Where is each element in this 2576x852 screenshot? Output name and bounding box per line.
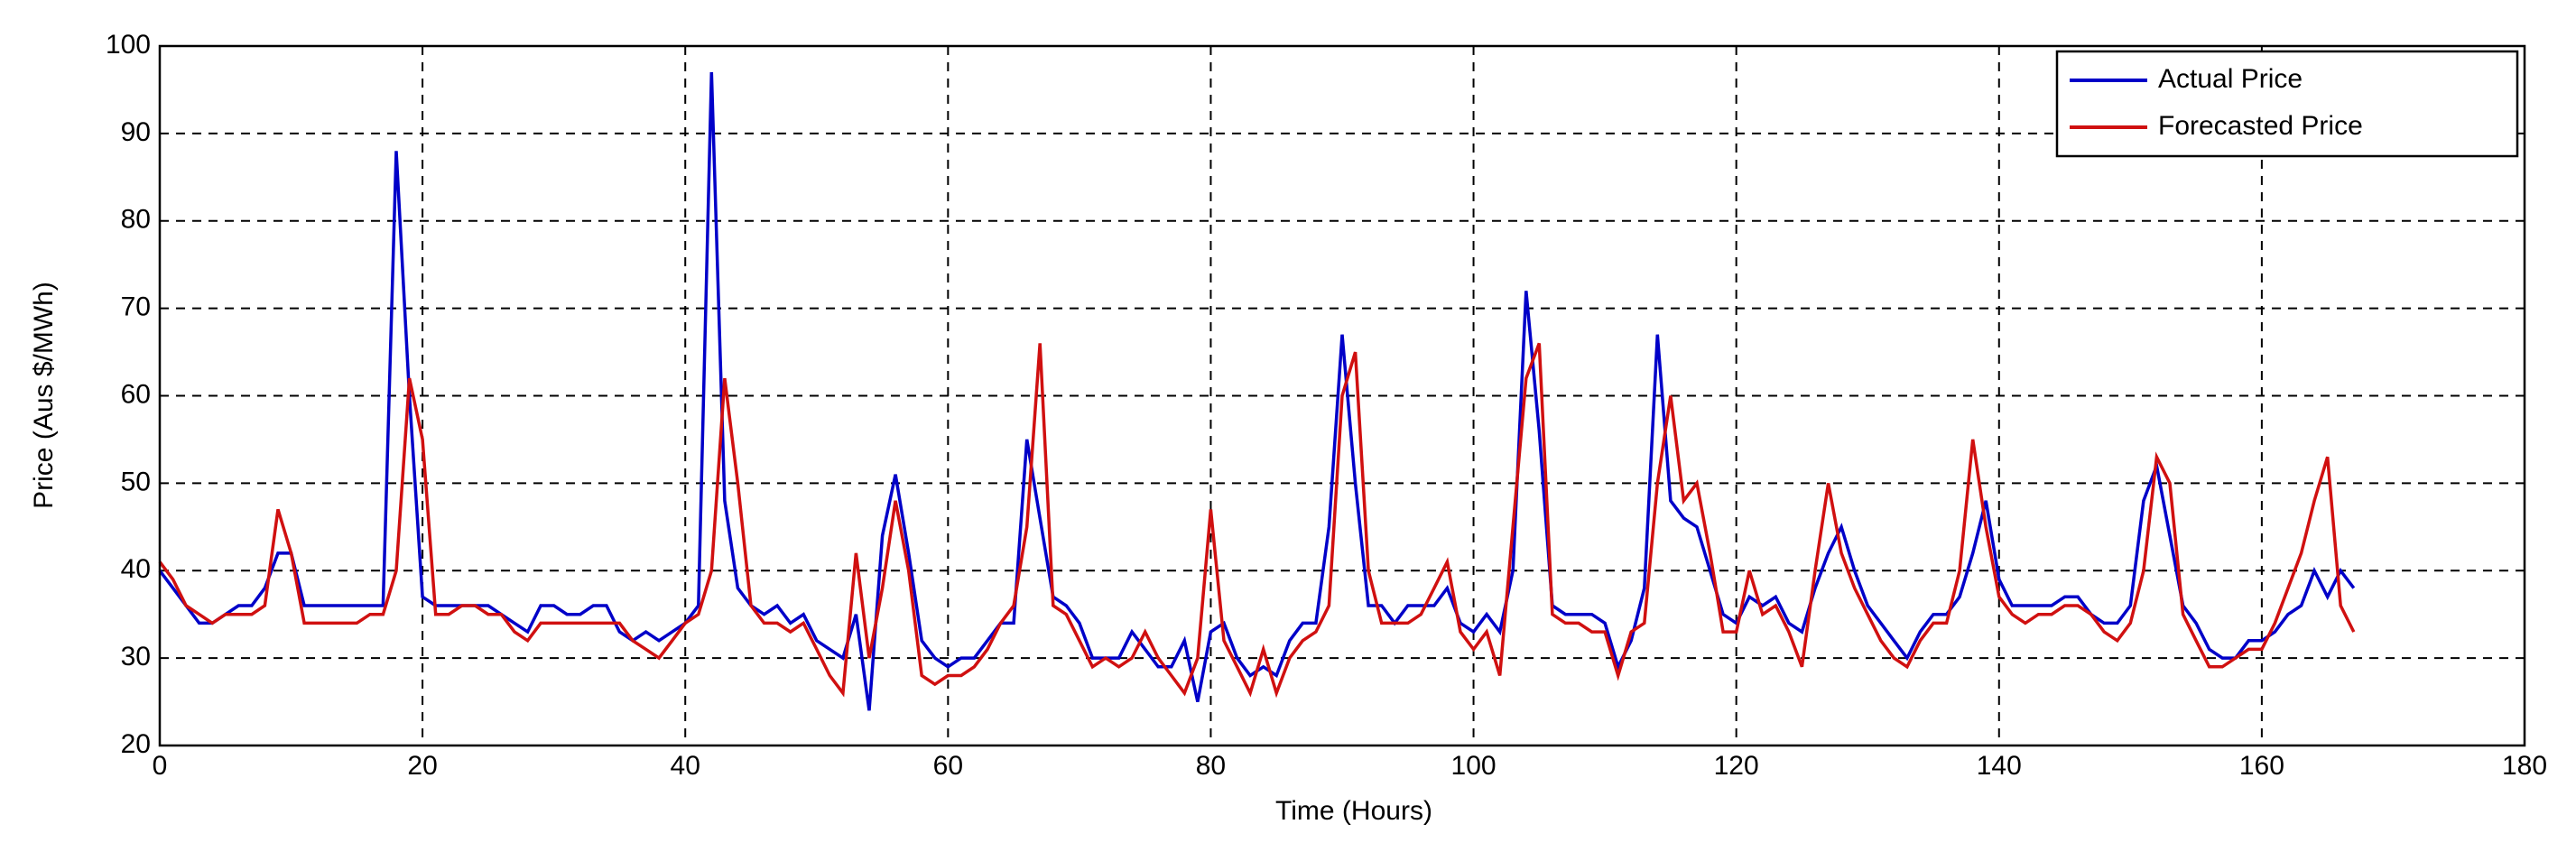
y-tick-label: 20 xyxy=(121,729,151,759)
x-tick-label: 60 xyxy=(933,751,963,781)
x-tick-label: 20 xyxy=(407,751,437,781)
legend-label: Forecasted Price xyxy=(2158,111,2363,141)
plot-frame xyxy=(158,44,2526,747)
x-tick-label: 160 xyxy=(2239,751,2284,781)
x-tick-label: 40 xyxy=(671,751,700,781)
y-tick-label: 50 xyxy=(121,467,151,496)
x-axis-label: Time (Hours) xyxy=(1275,796,1432,826)
y-axis-label: Price (Aus $/MWh) xyxy=(29,282,59,509)
legend-box xyxy=(2055,50,2519,158)
x-tick-label: 0 xyxy=(153,751,168,781)
x-tick-label: 80 xyxy=(1196,751,1226,781)
y-tick-label: 80 xyxy=(121,205,151,235)
data-line xyxy=(158,342,2356,699)
x-tick-label: 120 xyxy=(1714,751,1759,781)
y-tick-label: 90 xyxy=(121,117,151,147)
x-tick-label: 140 xyxy=(1977,751,2022,781)
y-tick-label: 60 xyxy=(121,379,151,409)
y-tick-label: 70 xyxy=(121,292,151,322)
y-tick-label: 40 xyxy=(121,554,151,584)
x-tick-label: 100 xyxy=(1451,751,1496,781)
y-tick-label: 100 xyxy=(106,30,151,60)
y-tick-label: 30 xyxy=(121,642,151,671)
legend-label: Actual Price xyxy=(2158,64,2303,94)
x-tick-label: 180 xyxy=(2502,751,2547,781)
